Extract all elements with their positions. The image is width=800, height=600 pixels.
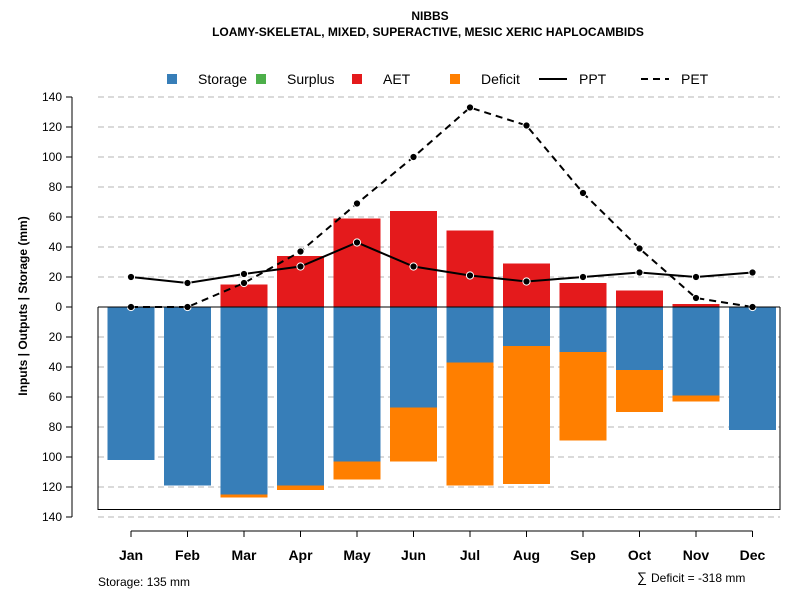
x-tick-label: Apr <box>288 547 313 563</box>
storage-bar <box>616 307 663 370</box>
x-tick-label: Feb <box>175 547 200 563</box>
storage-bar <box>390 307 437 408</box>
storage-bar <box>729 307 776 430</box>
deficit-sum-symbol: ∑ <box>637 569 647 585</box>
y-tick-label: 100 <box>42 150 62 164</box>
ppt-point <box>578 272 588 282</box>
deficit-bar <box>616 370 663 412</box>
storage-bar <box>107 307 155 460</box>
legend-storage-swatch <box>167 74 177 84</box>
legend-aet-label: AET <box>383 71 411 87</box>
pet-point <box>522 121 531 130</box>
chart-subtitle: LOAMY-SKELETAL, MIXED, SUPERACTIVE, MESI… <box>212 25 644 39</box>
ppt-point <box>183 278 192 288</box>
y-tick-label: 80 <box>49 420 63 434</box>
pet-point <box>239 278 249 288</box>
y-tick-label: 40 <box>49 240 63 254</box>
ppt-line <box>130 241 753 285</box>
aet-bar <box>446 230 494 307</box>
y-tick-label: 120 <box>42 120 62 134</box>
deficit-bar <box>559 352 607 441</box>
pet-point <box>409 152 418 162</box>
storage-bar <box>503 307 550 346</box>
pet-point <box>352 199 362 208</box>
deficit-bar <box>503 346 550 484</box>
chart-title: NIBBS <box>411 9 448 23</box>
gridlines <box>98 96 780 518</box>
y-tick-label: 20 <box>49 270 63 284</box>
y-tick-label: 140 <box>42 510 62 524</box>
deficit-bar <box>333 461 381 480</box>
ppt-point <box>239 269 249 279</box>
deficit-bar <box>220 494 268 498</box>
ppt-point <box>296 262 305 271</box>
deficit-bar <box>446 362 494 486</box>
y-tick-label: 40 <box>49 360 63 374</box>
x-tick-label: Sep <box>570 547 596 563</box>
ppt-point <box>691 272 701 282</box>
aet-bar <box>333 218 381 307</box>
deficit-bar <box>390 407 437 462</box>
x-tick-label: Jul <box>460 547 480 563</box>
y-tick-label: 80 <box>49 180 63 194</box>
storage-note: Storage: 135 mm <box>98 575 190 589</box>
y-tick-label: 120 <box>42 480 62 494</box>
ppt-point <box>409 262 418 271</box>
pet-point <box>465 103 475 112</box>
legend-deficit-label: Deficit <box>481 71 520 87</box>
storage-bar <box>446 307 494 363</box>
bars <box>107 211 776 498</box>
ppt-point <box>522 277 531 286</box>
deficit-note: Deficit = -318 mm <box>651 571 745 585</box>
legend: Storage Surplus AET Deficit PPT PET <box>167 71 709 87</box>
aet-bar <box>672 304 720 307</box>
legend-storage-label: Storage <box>198 71 247 87</box>
ppt-point <box>748 268 757 277</box>
legend-pet-label: PET <box>681 71 709 87</box>
x-tick-label: Jun <box>401 547 426 563</box>
aet-bar <box>616 290 663 307</box>
ppt-point <box>465 271 475 280</box>
y-tick-label: 0 <box>55 300 62 314</box>
ppt-point <box>635 268 644 277</box>
aet-bar <box>559 283 607 307</box>
legend-surplus-swatch <box>256 74 266 84</box>
axes: 140 120 100 80 60 40 20 0 20 40 60 80 100 120 140 Jan Fe… <box>42 90 781 563</box>
ppt-point <box>126 272 136 282</box>
ppt-point <box>352 238 362 247</box>
pet-point <box>578 188 588 198</box>
legend-aet-swatch <box>352 74 362 84</box>
y-axis-label: Inputs | Outputs | Storage (mm) <box>16 216 30 395</box>
y-tick-label: 100 <box>42 450 62 464</box>
x-tick-label: Oct <box>628 547 652 563</box>
legend-surplus-label: Surplus <box>287 71 334 87</box>
y-tick-label: 60 <box>49 390 63 404</box>
deficit-bar <box>277 485 324 490</box>
legend-deficit-swatch <box>450 74 460 84</box>
y-tick-label: 20 <box>49 330 63 344</box>
pet-point <box>691 293 701 303</box>
storage-bar <box>220 307 268 495</box>
x-tick-label: Aug <box>513 547 540 563</box>
y-tick-label: 140 <box>42 90 62 104</box>
pet-point <box>635 244 644 253</box>
x-tick-label: Jan <box>119 547 143 563</box>
storage-bar <box>277 307 324 486</box>
storage-bar <box>164 307 211 486</box>
y-tick-label: 60 <box>49 210 63 224</box>
storage-bar <box>559 307 607 352</box>
pet-point <box>296 247 305 256</box>
x-tick-label: Dec <box>740 547 766 563</box>
lines <box>126 103 757 312</box>
deficit-bar <box>672 395 720 402</box>
storage-capacity-frame <box>97 307 781 510</box>
storage-bar <box>333 307 381 462</box>
aet-bar <box>220 284 268 307</box>
x-tick-label: Mar <box>232 547 257 563</box>
x-tick-label: May <box>343 547 370 563</box>
storage-bar <box>672 307 720 396</box>
legend-ppt-label: PPT <box>579 71 607 87</box>
x-tick-label: Nov <box>683 547 710 563</box>
